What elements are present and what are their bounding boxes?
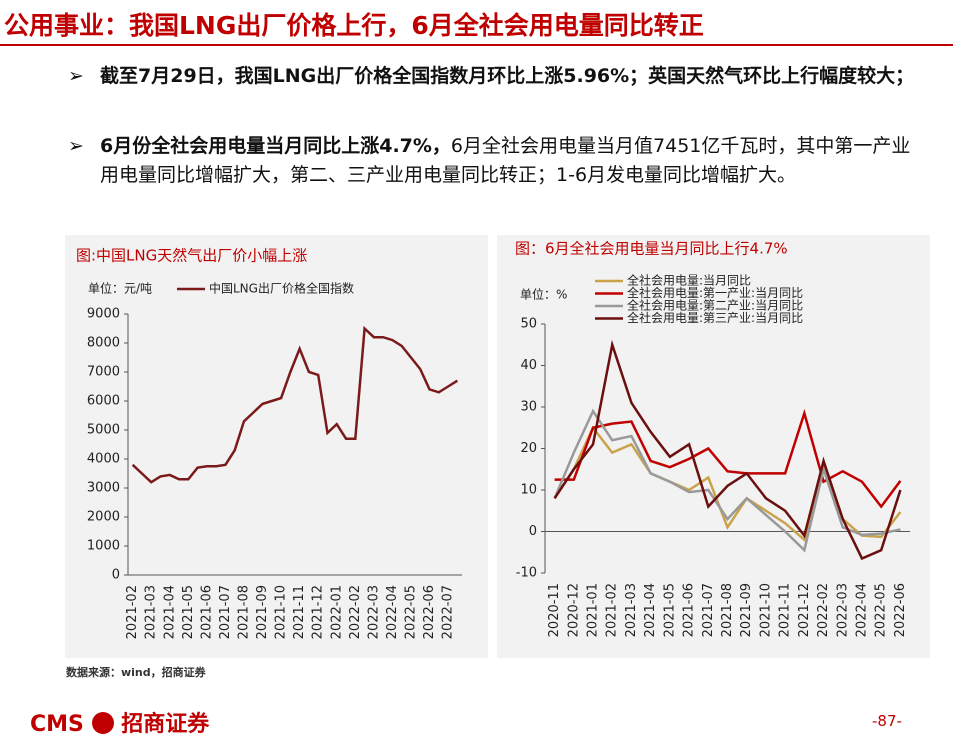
y-tick-label: -10	[516, 566, 537, 581]
x-tick-label: 2021-04	[643, 583, 658, 637]
chart-title: 图:中国LNG天然气出厂价小幅上涨	[76, 247, 307, 265]
x-tick-label: 2021-08	[720, 583, 735, 637]
y-tick-label: 7000	[87, 365, 120, 380]
y-tick-label: 2000	[87, 510, 120, 525]
x-tick-label: 2021-04	[162, 585, 177, 639]
y-tick-label: 6000	[87, 394, 120, 409]
x-tick-label: 2021-06	[199, 585, 214, 639]
x-tick-label: 2022-04	[854, 583, 869, 637]
y-tick-label: 5000	[87, 423, 120, 438]
x-tick-label: 2022-01	[329, 585, 344, 639]
x-tick-label: 2021-10	[758, 583, 773, 637]
x-tick-label: 2022-05	[403, 585, 418, 639]
x-tick-label: 2021-12	[311, 585, 326, 639]
x-tick-label: 2021-02	[605, 583, 620, 637]
unit-label: 单位：%	[520, 287, 567, 302]
bullet: ➢ 截至7月29日，我国LNG出厂价格全国指数月环比上涨5.96%；英国天然气环比…	[68, 65, 915, 87]
bullet: ➢ 6月份全社会用电量当月同比上涨4.7%，6月全社会用电量当月值7451亿千瓦时…	[68, 135, 911, 186]
y-tick-label: 0	[112, 568, 120, 583]
x-tick-label: 2022-03	[366, 585, 381, 639]
x-tick-label: 2021-09	[739, 583, 754, 637]
x-tick-label: 2021-06	[682, 583, 697, 637]
x-tick-label: 2021-11	[778, 583, 793, 637]
y-tick-label: 0	[529, 524, 537, 539]
legend-label: 全社会用电量:当月同比	[627, 273, 751, 288]
x-tick-label: 2022-07	[441, 585, 456, 639]
legend-label: 全社会用电量:第三产业:当月同比	[627, 310, 803, 325]
source: 数据来源：wind，招商证券	[66, 666, 206, 679]
title-rule	[0, 44, 953, 46]
x-tick-label: 2021-07	[218, 585, 233, 639]
x-tick-label: 2021-05	[181, 585, 196, 639]
y-tick-label: 30	[520, 400, 537, 415]
page-title: 公用事业：我国LNG出厂价格上行，6月全社会用电量同比转正	[4, 11, 704, 40]
x-tick-label: 2021-09	[255, 585, 270, 639]
y-tick-label: 40	[520, 358, 537, 373]
y-tick-label: 4000	[87, 452, 120, 467]
bullet-text: 6月全社会用电量当月值7451亿千瓦时，其中第一产业用电量同比增幅扩大，第二、三…	[100, 135, 911, 186]
x-tick-label: 2021-12	[797, 583, 812, 637]
y-tick-label: 9000	[87, 307, 120, 322]
logo-icon	[91, 712, 114, 734]
chart-panel	[65, 235, 488, 658]
x-tick-label: 2020-11	[547, 583, 562, 637]
legend-label: 全社会用电量:第二产业:当月同比	[627, 298, 803, 313]
y-tick-label: 10	[520, 483, 537, 498]
x-tick-label: 2021-10	[274, 585, 289, 639]
x-tick-label: 2022-02	[348, 585, 363, 639]
data-line	[553, 408, 901, 553]
bullet-bold: 6月份全社会用电量当月同比上涨4.7%，	[100, 135, 451, 157]
y-tick-label: 50	[520, 317, 537, 332]
x-tick-label: 2021-03	[624, 583, 639, 637]
data-line	[554, 408, 902, 509]
brand: 招商证券	[121, 712, 210, 737]
x-tick-label: 2021-08	[236, 585, 251, 639]
x-tick-label: 2021-03	[144, 585, 159, 639]
data-line	[553, 339, 902, 561]
x-tick-label: 2022-05	[874, 583, 889, 637]
x-tick-label: 2021-07	[701, 583, 716, 637]
x-tick-label: 2021-01	[586, 583, 601, 637]
legend-label: 全社会用电量:第一产业:当月同比	[627, 285, 803, 300]
y-tick-label: 20	[520, 441, 537, 456]
logo: CMS 招商证券	[30, 706, 209, 738]
x-tick-label: 2021-11	[292, 585, 307, 639]
logo-text: CMS	[30, 712, 84, 737]
legend-label: 中国LNG出厂价格全国指数	[209, 281, 354, 296]
y-tick-label: 3000	[87, 481, 120, 496]
x-tick-label: 2021-02	[125, 585, 140, 639]
y-tick-label: 1000	[87, 539, 120, 554]
y-tick-label: 8000	[87, 336, 120, 351]
page-number: -87-	[872, 712, 902, 730]
x-tick-label: 2021-05	[662, 583, 677, 637]
bullet-bold: 截至7月29日，我国LNG出厂价格全国指数月环比上涨5.96%；英国天然气环比上…	[100, 65, 915, 87]
x-tick-label: 2022-04	[385, 585, 400, 639]
x-tick-label: 2020-12	[566, 583, 581, 637]
x-tick-label: 2022-06	[893, 583, 908, 637]
unit-label: 单位：元/吨	[88, 281, 152, 296]
x-tick-label: 2022-03	[835, 583, 850, 637]
x-tick-label: 2022-02	[816, 583, 831, 637]
x-tick-label: 2022-06	[422, 585, 437, 639]
data-line	[553, 425, 902, 543]
chart-title: 图：6月全社会用电量当月同比上行4.7%	[515, 240, 788, 258]
data-line	[131, 325, 459, 484]
chart-panel	[497, 235, 930, 658]
